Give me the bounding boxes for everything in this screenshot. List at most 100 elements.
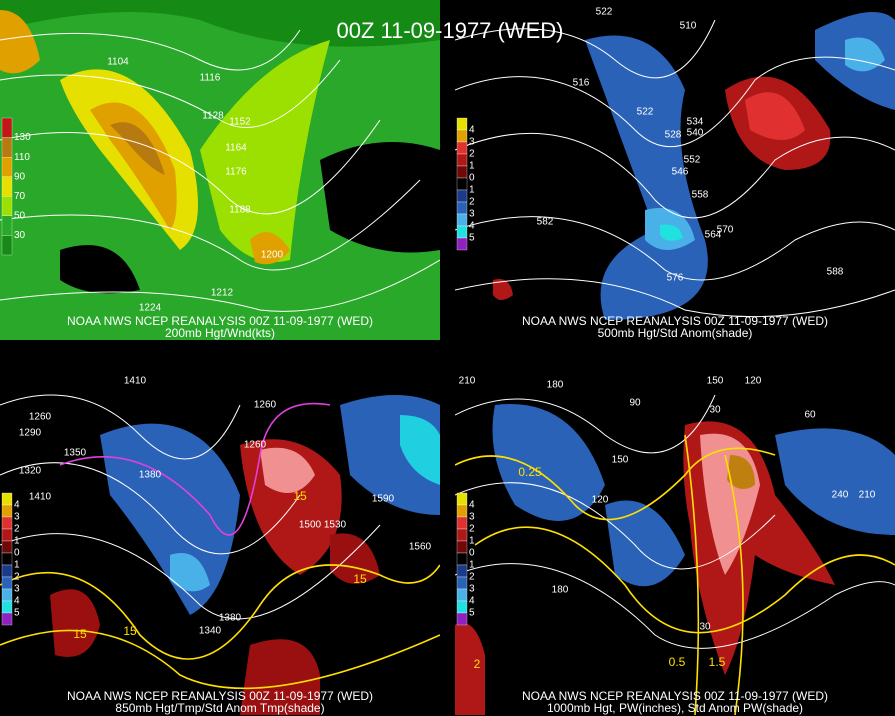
contour-label: 1260 (29, 412, 52, 423)
anomaly-negative (660, 224, 683, 241)
contour-label: 1350 (64, 448, 87, 459)
colorbar-swatch (456, 225, 468, 239)
contour-label: 1290 (19, 428, 42, 439)
anomaly-positive (727, 455, 755, 489)
colorbar-swatch (1, 137, 13, 158)
colorbar-label: 0 (469, 173, 475, 184)
contour-label: 522 (637, 107, 654, 118)
wind-band (0, 10, 40, 74)
colorbar-swatch (456, 141, 468, 155)
colorbar-label: 5 (469, 608, 475, 619)
colorbar-label: 3 (14, 512, 20, 523)
panel-caption: NOAA NWS NCEP REANALYSIS 00Z 11-09-1977 … (67, 314, 373, 328)
contour-label: 240 (832, 490, 849, 501)
contour-label: 2 (474, 657, 481, 671)
contour (0, 179, 421, 271)
contour-label: 528 (665, 130, 682, 141)
contour-label: 210 (859, 490, 876, 501)
colorbar-swatch (456, 540, 468, 554)
colorbar-label: 2 (469, 572, 475, 583)
contour-label: 1410 (124, 376, 147, 387)
anomaly-negative (492, 404, 605, 521)
contour (455, 56, 895, 148)
colorbar-label: 0 (469, 548, 475, 559)
colorbar-swatch (1, 600, 13, 614)
anomaly-positive (260, 447, 315, 493)
panel-subcaption: 850mb Hgt/Tmp/Std Anom Tmp(shade) (115, 701, 324, 715)
colorbar-swatch (1, 552, 13, 566)
colorbar-swatch (1, 576, 13, 590)
contour-label: 60 (804, 410, 816, 421)
colorbar-label: 2 (14, 572, 20, 583)
contour-label: 1560 (409, 542, 432, 553)
contour-label: 210 (459, 376, 476, 387)
colorbar-swatch (1, 540, 13, 554)
colorbar-swatch (1, 516, 13, 530)
contour-label: 1410 (29, 492, 52, 503)
colorbar-swatch (1, 504, 13, 518)
contour-label: 1212 (211, 288, 234, 299)
contour-label: 1260 (244, 440, 267, 451)
colorbar-swatch (456, 153, 468, 167)
contour-label: 552 (684, 155, 701, 166)
colorbar-label: 0 (14, 548, 20, 559)
colorbar-label: 4 (469, 500, 475, 511)
contour-label: 1320 (19, 466, 42, 477)
contour-label: 180 (552, 585, 569, 596)
anomaly-negative (775, 428, 895, 535)
contour-label: 150 (612, 455, 629, 466)
contour-label: 546 (672, 167, 689, 178)
panel-500mb: 4321012345522510516522528534540546552558… (455, 7, 895, 340)
contour-label: 582 (537, 217, 554, 228)
contour-label: 540 (687, 128, 704, 139)
colorbar-label: 3 (14, 584, 20, 595)
wind-band (110, 122, 165, 175)
colorbar-swatch (1, 588, 13, 602)
pw-contour (455, 447, 776, 521)
calm-area (320, 142, 440, 253)
colorbar-swatch (456, 588, 468, 602)
colorbar-swatch (1, 176, 13, 197)
contour-label: 30 (699, 622, 711, 633)
anomaly-positive (240, 639, 320, 715)
colorbar-label: 2 (469, 197, 475, 208)
colorbar-label: 110 (14, 152, 30, 163)
panel-caption: NOAA NWS NCEP REANALYSIS 00Z 11-09-1977 … (67, 689, 373, 703)
pw-contour (474, 526, 895, 634)
contour-label: 1188 (229, 205, 251, 216)
contour-label: 120 (592, 495, 609, 506)
colorbar-swatch (456, 528, 468, 542)
contour-label: 15 (353, 572, 367, 586)
temp-contour (59, 402, 331, 536)
panel-200mb: 130 110 90 70 50 30 1104 1116 1128 1152 1164 1176 11… (0, 0, 440, 340)
contour (455, 19, 716, 79)
colorbar-swatch (456, 237, 468, 251)
contour-label: 1530 (324, 520, 347, 531)
contour (0, 259, 440, 312)
contour-label: 1380 (219, 613, 242, 624)
colorbar-label: 3 (469, 584, 475, 595)
colorbar-label: 30 (14, 230, 26, 241)
contour-label: 1128 (202, 111, 224, 122)
contour (0, 29, 301, 71)
colorbar-label: 1 (469, 536, 475, 547)
contour (0, 59, 341, 128)
contour-label: 588 (827, 267, 844, 278)
wind-band (200, 40, 330, 262)
contour-label: 1152 (229, 117, 251, 128)
calm-area (60, 245, 140, 294)
contour-label: 1224 (139, 303, 162, 314)
panel-subcaption: 1000mb Hgt, PW(inches), Std Anom PW(shad… (547, 701, 803, 715)
pw-contour (724, 454, 744, 715)
contour (455, 216, 895, 281)
colorbar-swatch (456, 492, 468, 506)
colorbar-swatch (456, 564, 468, 578)
contour-label: 510 (680, 21, 697, 32)
anomaly-negative (400, 415, 440, 485)
contour-label: 150 (707, 376, 724, 387)
colorbar-swatch (456, 552, 468, 566)
colorbar-swatch (1, 235, 13, 256)
colorbar-label: 4 (469, 221, 475, 232)
temp-contour (0, 564, 440, 660)
